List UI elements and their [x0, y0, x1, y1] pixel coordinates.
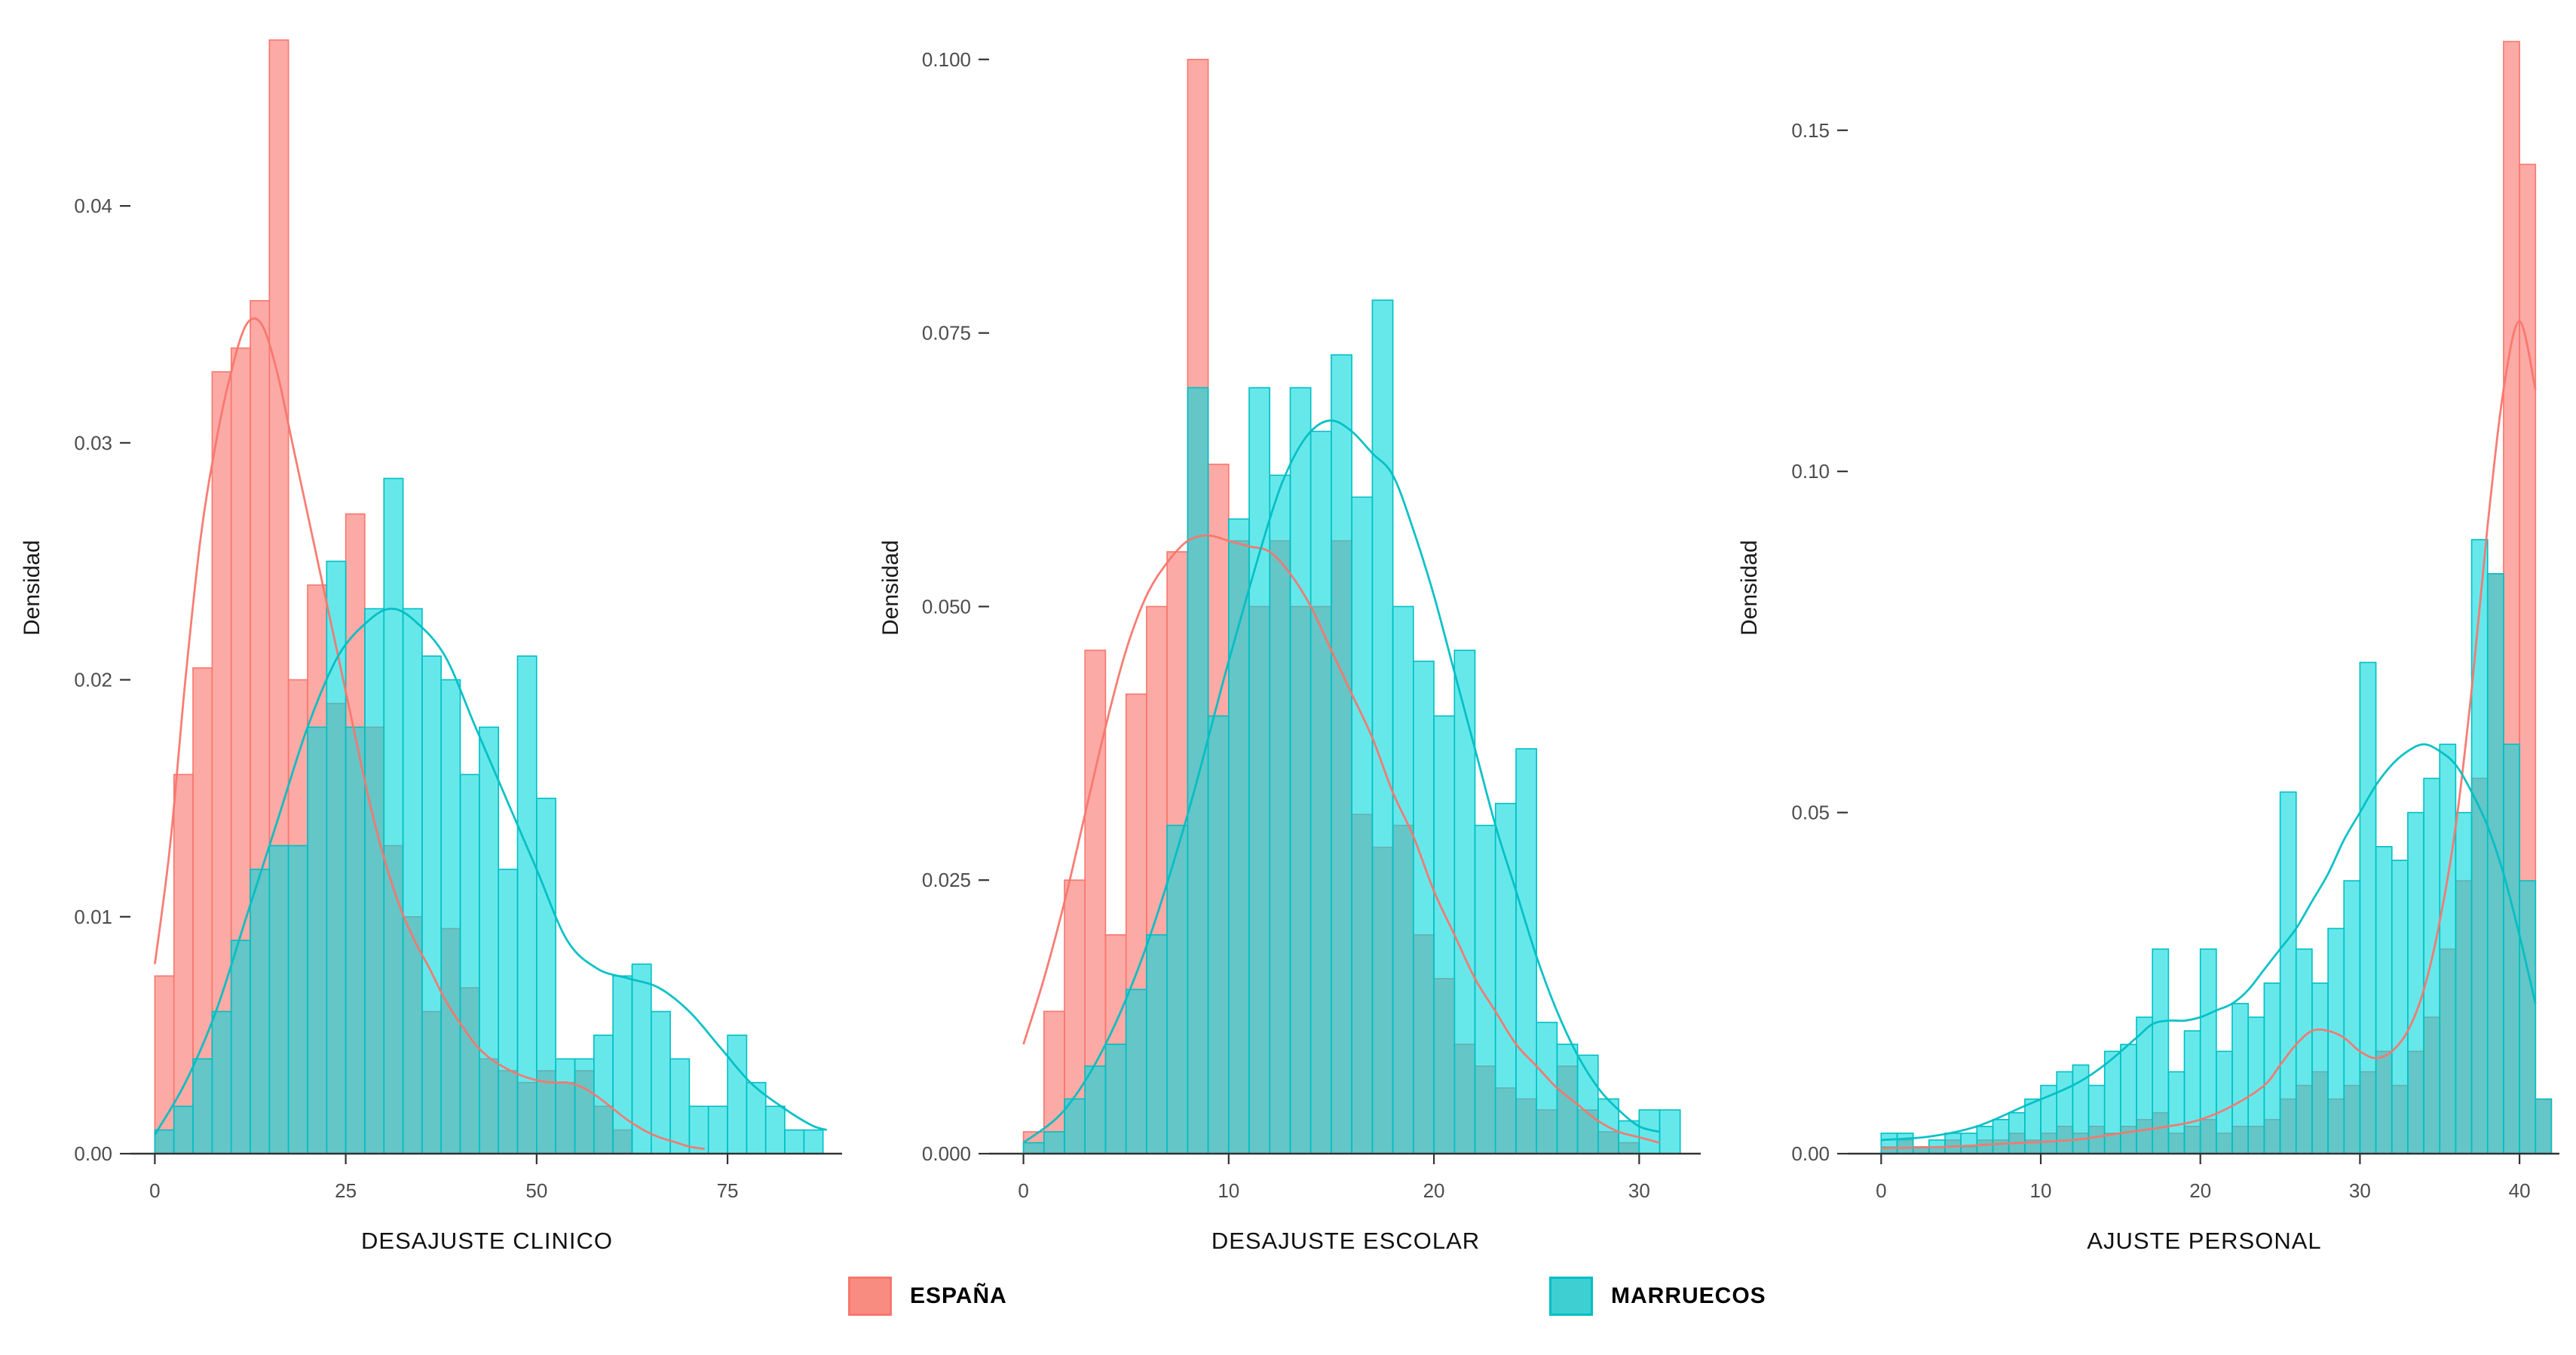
svg-text:0.10: 0.10: [1791, 460, 1830, 483]
legend-item-marruecos: MARRUECOS: [1549, 1277, 1766, 1316]
plot-ajuste-personal: 0 10 20 30 40 0.00 0.05 0.10 0.15: [1717, 0, 2576, 1229]
marruecos-label: MARRUECOS: [1611, 1283, 1766, 1308]
svg-text:0.02: 0.02: [74, 669, 112, 691]
histogram-svg-2: 0 10 20 30 40 0.00 0.05 0.10 0.15: [1791, 41, 2559, 1202]
svg-text:0.05: 0.05: [1791, 802, 1830, 824]
svg-text:0: 0: [1876, 1179, 1886, 1202]
svg-text:0.100: 0.100: [922, 48, 971, 71]
histogram-svg-1: 0 10 20 30 0.000 0.025 0.050 0.075 0.100: [922, 48, 1701, 1202]
svg-text:0: 0: [149, 1179, 160, 1202]
svg-text:25: 25: [335, 1179, 357, 1202]
espana-color-swatch: [848, 1277, 892, 1316]
legend-item-espana: ESPAÑA: [848, 1277, 1007, 1316]
svg-text:20: 20: [1423, 1179, 1445, 1202]
y-axis-title-personal: Densidad: [1737, 540, 1762, 636]
x-axis-title-personal: AJUSTE PERSONAL: [2087, 1228, 2322, 1254]
plot-desajuste-clinico: 0 25 50 75 0.00 0.01 0.02 0.03 0.04: [0, 0, 859, 1229]
svg-text:0.050: 0.050: [922, 595, 971, 618]
svg-text:0.15: 0.15: [1791, 119, 1830, 142]
svg-text:0.01: 0.01: [74, 906, 112, 928]
svg-text:0.00: 0.00: [74, 1142, 112, 1165]
x-axis-title-clinico: DESAJUSTE CLINICO: [361, 1228, 613, 1254]
histogram-svg-0: 0 25 50 75 0.00 0.01 0.02 0.03 0.04: [74, 39, 842, 1202]
x-axis-title-escolar: DESAJUSTE ESCOLAR: [1211, 1228, 1481, 1254]
svg-text:0.04: 0.04: [74, 195, 112, 217]
svg-text:0.025: 0.025: [922, 869, 971, 891]
panel-desajuste-escolar: 0 10 20 30 0.000 0.025 0.050 0.075 0.100 Densida…: [859, 0, 1717, 1282]
svg-text:0.00: 0.00: [1791, 1142, 1830, 1165]
svg-text:30: 30: [2349, 1179, 2371, 1202]
panel-ajuste-personal: 0 10 20 30 40 0.00 0.05 0.10 0.15 Densidad AJUST…: [1717, 0, 2576, 1282]
svg-text:0: 0: [1018, 1179, 1028, 1202]
svg-text:30: 30: [1628, 1179, 1650, 1202]
panel-desajuste-clinico: 0 25 50 75 0.00 0.01 0.02 0.03 0.04 Densidad DES…: [0, 0, 859, 1282]
svg-text:0.000: 0.000: [922, 1142, 971, 1165]
svg-text:50: 50: [525, 1179, 547, 1202]
svg-text:0.03: 0.03: [74, 431, 112, 454]
espana-label: ESPAÑA: [910, 1283, 1007, 1308]
y-axis-title-escolar: Densidad: [878, 540, 903, 636]
legend: ESPAÑA MARRUECOS: [0, 1277, 2576, 1333]
svg-text:20: 20: [2189, 1179, 2211, 1202]
plot-desajuste-escolar: 0 10 20 30 0.000 0.025 0.050 0.075 0.100: [859, 0, 1717, 1229]
svg-text:10: 10: [2030, 1179, 2052, 1202]
y-axis-title-clinico: Densidad: [20, 540, 44, 636]
marruecos-color-swatch: [1549, 1277, 1593, 1316]
svg-text:0.075: 0.075: [922, 322, 971, 345]
svg-text:75: 75: [717, 1179, 739, 1202]
svg-text:40: 40: [2509, 1179, 2531, 1202]
svg-text:10: 10: [1218, 1179, 1239, 1202]
